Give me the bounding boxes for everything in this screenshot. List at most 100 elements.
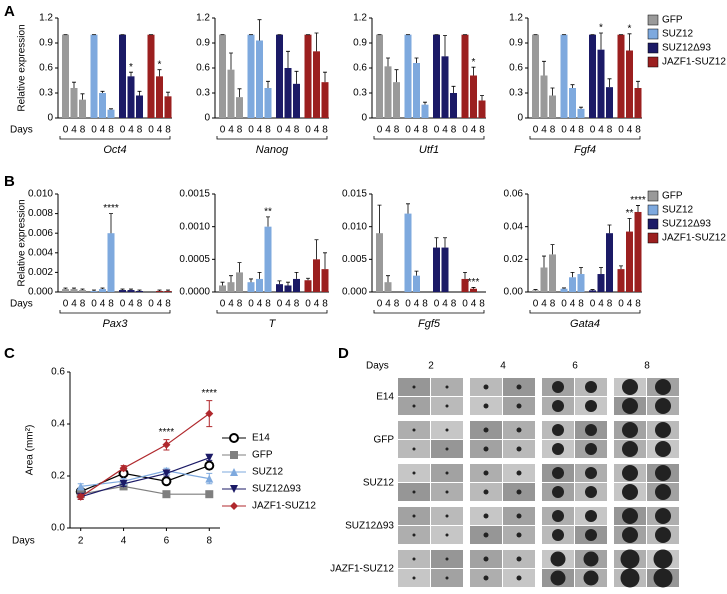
marker <box>76 492 85 501</box>
error-bar <box>619 265 623 270</box>
colony <box>412 447 416 451</box>
colony <box>653 549 673 569</box>
y-tick-label: 0.00 <box>504 287 524 298</box>
row-label: JAZF1-SUZ12 <box>330 564 394 575</box>
x-tick-label: 0 <box>377 125 383 136</box>
error-bar <box>109 108 113 110</box>
bar <box>384 282 392 292</box>
colony <box>412 533 416 537</box>
line <box>80 470 210 487</box>
x-tick-label: 8 <box>137 299 143 310</box>
bar <box>119 34 126 118</box>
legend-swatch <box>647 218 659 230</box>
colony <box>516 403 522 409</box>
bar <box>156 76 163 118</box>
error-bar <box>129 288 133 291</box>
bar <box>433 247 440 292</box>
bar <box>164 291 172 292</box>
error-bar <box>63 287 68 290</box>
y-tick-label: 0.9 <box>39 38 53 49</box>
x-tick-label: 4 <box>228 299 234 310</box>
significance: *** <box>468 277 480 288</box>
x-axis-label: Days <box>10 299 33 310</box>
colony <box>412 576 416 580</box>
legend-swatch <box>647 56 659 68</box>
error-bar <box>294 70 299 84</box>
y-tick-label: 0.6 <box>353 63 367 74</box>
bar <box>219 34 226 118</box>
x-tick-label: 0 <box>277 299 283 310</box>
bar <box>304 34 312 118</box>
significance: * <box>628 23 632 34</box>
error-bar <box>109 213 113 234</box>
bar <box>606 233 613 292</box>
significance: **** <box>103 203 119 214</box>
colony <box>583 551 599 567</box>
x-tick-label: 0 <box>220 299 226 310</box>
legend-label: SUZ12 <box>662 29 694 40</box>
line <box>80 457 210 498</box>
x-tick-label: 0 <box>220 125 226 136</box>
error-bar <box>451 85 456 93</box>
y-tick-label: 0.3 <box>353 88 367 99</box>
significance: * <box>158 59 162 70</box>
x-tick-label: 0 <box>405 125 411 136</box>
bar <box>589 290 596 292</box>
error-bar <box>277 280 282 285</box>
y-tick-label: 0.02 <box>504 254 524 265</box>
bar <box>617 269 625 292</box>
x-tick-label: 0 <box>120 299 126 310</box>
y-tick-label: 0.3 <box>196 88 210 99</box>
colony <box>516 470 522 476</box>
error-bar <box>443 35 447 57</box>
x-tick-label: 8 <box>479 299 485 310</box>
bar <box>313 259 320 292</box>
y-tick-label: 0.008 <box>28 208 53 219</box>
x-tick-label: 2 <box>78 536 84 547</box>
y-tick-label: 0.0 <box>51 523 65 534</box>
colony <box>516 384 522 390</box>
y-tick-label: 0.006 <box>28 228 53 239</box>
error-bar <box>627 218 632 232</box>
gene-label: Fgf5 <box>418 318 441 330</box>
legend-swatch <box>647 42 659 54</box>
x-tick-label: 8 <box>550 299 556 310</box>
bar <box>606 87 613 118</box>
marker <box>230 485 238 493</box>
bar <box>589 34 596 118</box>
x-tick-label: 0 <box>63 299 69 310</box>
x-tick-label: 4 <box>627 125 633 136</box>
error-bar <box>406 203 410 214</box>
bar <box>227 282 235 292</box>
colony <box>585 467 597 479</box>
error-bar <box>579 106 583 109</box>
x-tick-label: 8 <box>550 125 556 136</box>
error-bar <box>72 81 76 88</box>
x-tick-label: 0 <box>462 299 468 310</box>
colony <box>552 510 564 522</box>
error-bar <box>627 33 632 51</box>
bar <box>219 285 226 292</box>
error-bar <box>220 281 225 286</box>
bar <box>227 69 235 118</box>
bar <box>626 231 633 292</box>
y-tick-label: 0.004 <box>28 247 53 258</box>
days-label: Days <box>366 361 389 372</box>
error-bar <box>137 90 142 96</box>
legend-label: JAZF1-SUZ12 <box>662 233 726 244</box>
error-bar <box>286 50 290 68</box>
y-axis-label: Relative expression <box>17 199 28 286</box>
x-tick-label: 4 <box>314 125 320 136</box>
colony <box>585 443 597 455</box>
colony <box>445 404 449 408</box>
colony <box>585 486 597 498</box>
x-tick-label: 0 <box>91 299 97 310</box>
x-tick-label: 0 <box>377 299 383 310</box>
x-tick-label: 4 <box>314 299 320 310</box>
legend-label: GFP <box>662 15 683 26</box>
bar <box>284 68 292 118</box>
error-bar <box>237 262 242 273</box>
bar <box>119 290 126 292</box>
bar <box>569 88 576 118</box>
colony <box>552 529 564 541</box>
